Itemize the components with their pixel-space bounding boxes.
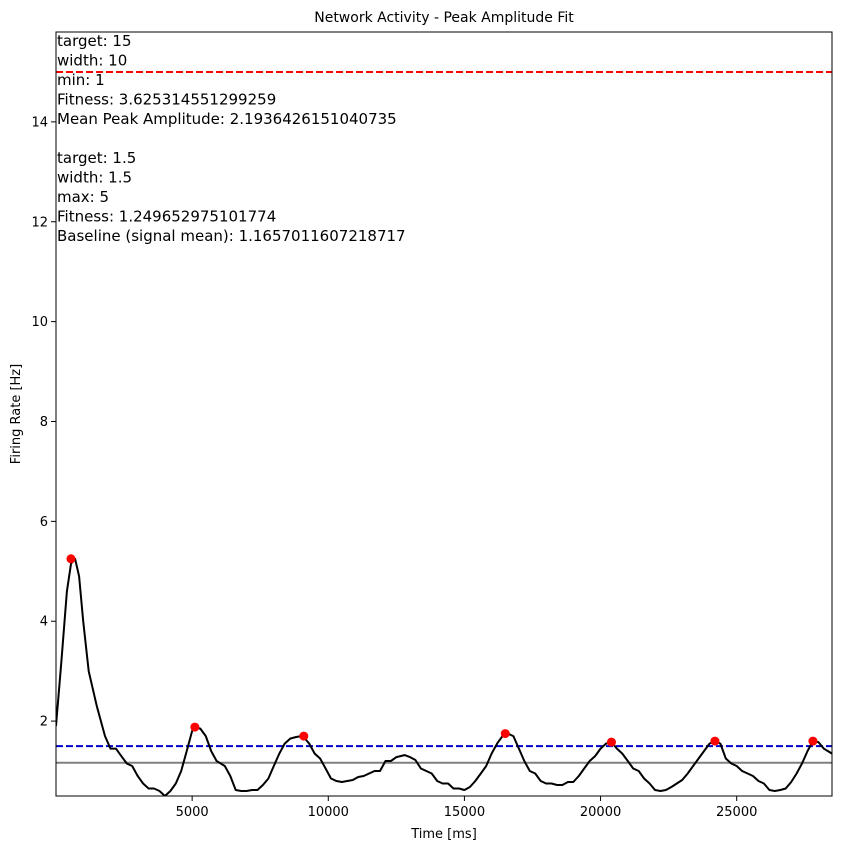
x-tick-label: 5000 xyxy=(176,805,209,820)
annotation-line: width: 10 xyxy=(57,52,127,70)
annotation-line: min: 1 xyxy=(57,71,105,89)
peak-marker xyxy=(299,731,309,741)
annotation-line: target: 1.5 xyxy=(57,149,136,167)
y-tick-label: 14 xyxy=(31,115,48,130)
peak-marker xyxy=(66,554,76,564)
peak-marker xyxy=(808,736,818,746)
y-tick-label: 10 xyxy=(31,315,48,330)
chart-title: Network Activity - Peak Amplitude Fit xyxy=(314,10,574,26)
annotation-line: Fitness: 1.249652975101774 xyxy=(57,208,276,226)
peak-marker xyxy=(500,729,510,739)
y-axis-label: Firing Rate [Hz] xyxy=(9,364,24,464)
peak-marker xyxy=(710,736,720,746)
x-axis-label: Time [ms] xyxy=(410,827,477,842)
plot-area xyxy=(56,70,832,796)
y-axis: 2 4 6 8 10 12 14 xyxy=(31,115,56,730)
y-tick-label: 2 xyxy=(40,715,48,730)
x-tick-label: 15000 xyxy=(444,805,485,820)
peak-marker xyxy=(190,722,200,732)
x-tick-label: 20000 xyxy=(580,805,621,820)
y-tick-label: 8 xyxy=(40,415,48,430)
y-tick-label: 6 xyxy=(40,515,48,530)
plot-frame xyxy=(55,31,833,797)
annotation-line: Baseline (signal mean): 1.16570116072187… xyxy=(57,227,406,245)
x-axis: 5000 10000 15000 20000 25000 xyxy=(176,796,757,820)
annotation-line: Mean Peak Amplitude: 2.1936426151040735 xyxy=(57,110,397,128)
annotation-line: width: 1.5 xyxy=(57,169,132,187)
x-tick-label: 25000 xyxy=(716,805,757,820)
y-tick-label: 4 xyxy=(40,615,48,630)
y-tick-label: 12 xyxy=(31,215,48,230)
peak-marker xyxy=(606,737,616,747)
signal-line xyxy=(56,557,832,796)
annotation-line: Fitness: 3.625314551299259 xyxy=(57,91,276,109)
x-tick-label: 10000 xyxy=(308,805,349,820)
annotation-line: max: 5 xyxy=(57,188,109,206)
annotation-line: target: 15 xyxy=(57,32,132,50)
